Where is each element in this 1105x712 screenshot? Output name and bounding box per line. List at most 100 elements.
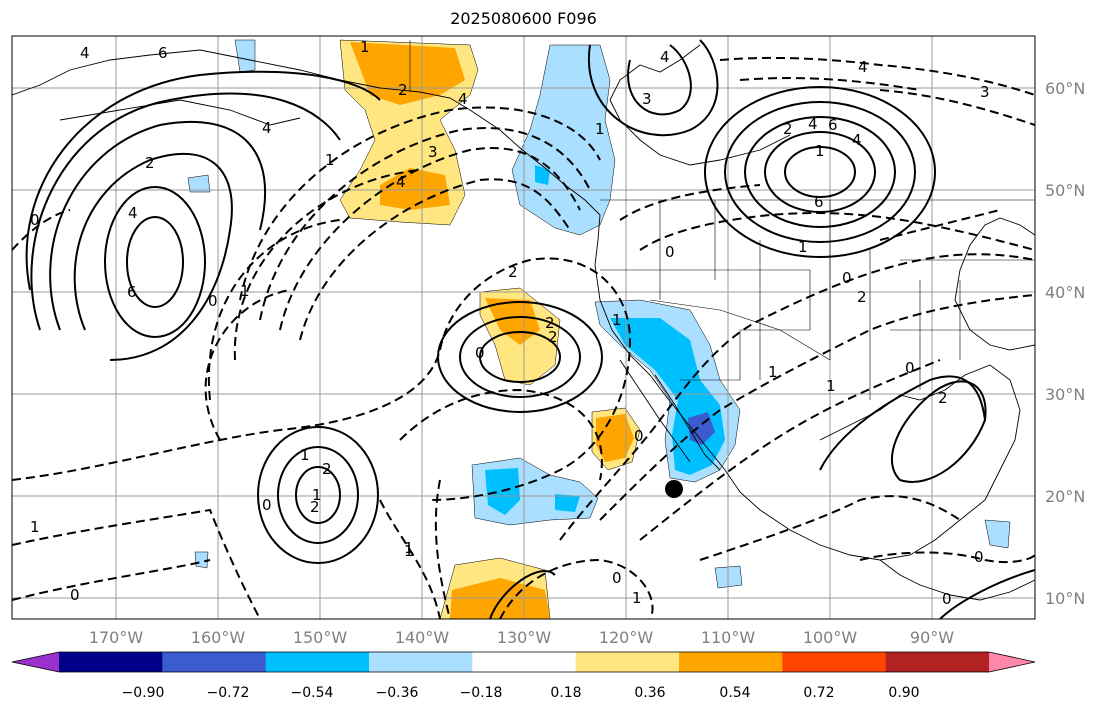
contour-label: 4 <box>80 44 90 62</box>
colorbar-tick-label: 0.54 <box>719 685 750 701</box>
contour-label: 2 <box>398 81 408 99</box>
colorbar-segment <box>679 652 783 672</box>
contour-label: 1 <box>595 120 605 138</box>
contour-label: 1 <box>30 518 40 536</box>
contour-label: 0 <box>30 211 40 229</box>
contour-label: 6 <box>158 44 168 62</box>
colorbar-segment <box>472 652 577 672</box>
lon-label: 120°W <box>599 628 654 647</box>
contour-label: 2 <box>322 460 332 478</box>
lon-label: 90°W <box>910 628 954 647</box>
colorbar-tick-labels: −0.90 −0.72 −0.54 −0.36 −0.18 0.18 0.36 … <box>122 685 920 701</box>
solid-contours <box>25 39 1035 619</box>
contour-label: 4 <box>458 90 468 108</box>
colorbar-segment <box>782 652 887 672</box>
lat-label: 40°N <box>1045 283 1085 302</box>
contour-label: 2 <box>508 263 518 281</box>
contour-label: 1 <box>360 38 370 56</box>
contour-label: 6 <box>828 116 838 134</box>
lon-label: 150°W <box>293 628 348 647</box>
contour-label: 2 <box>145 154 155 172</box>
positive-anomaly-gulf-core-2 <box>380 168 450 210</box>
contour-label: 1 <box>768 363 778 381</box>
colorbar-segment <box>162 652 267 672</box>
lat-label: 10°N <box>1045 589 1085 608</box>
lon-label: 170°W <box>89 628 144 647</box>
point-marker <box>665 480 683 498</box>
lon-label: 160°W <box>191 628 246 647</box>
lon-label: 110°W <box>701 628 756 647</box>
contour-labels: 4 6 4 1 2 4 0 6 0 1 1 4 3 4 2 1 3 4 1 6 … <box>30 38 990 608</box>
contour-label: 0 <box>475 344 485 362</box>
contour-label: 4 <box>262 119 272 137</box>
colorbar-segment <box>369 652 473 672</box>
lat-label: 30°N <box>1045 385 1085 404</box>
colorbar-tick-label: 0.18 <box>550 685 581 701</box>
lat-label: 60°N <box>1045 79 1085 98</box>
borders <box>409 40 1035 400</box>
contour-label: 1 <box>325 151 335 169</box>
contour-label: 6 <box>127 283 137 301</box>
lon-label: 100°W <box>803 628 858 647</box>
contour-label: 1 <box>240 282 250 300</box>
contour-label: 4 <box>128 204 138 222</box>
colorbar-segment <box>885 652 990 672</box>
negative-anomaly-small-4 <box>984 519 1011 549</box>
contour-label: 2 <box>783 120 793 138</box>
contour-label: 1 <box>404 539 414 557</box>
colorbar-tick-label: −0.90 <box>122 685 165 701</box>
map-title: 2025080600 F096 <box>450 9 597 28</box>
colorbar-tick-label: −0.18 <box>460 685 503 701</box>
contour-label: 2 <box>938 389 948 407</box>
colorbar-tick-label: 0.36 <box>634 685 665 701</box>
negative-anomaly-small-2 <box>187 174 211 193</box>
colorbar-segment <box>265 652 370 672</box>
positive-anomaly-gulf-core-1 <box>350 42 465 105</box>
contour-label: 3 <box>428 143 438 161</box>
negative-anomaly-subtropical-core-2 <box>555 494 580 512</box>
contour-label: 3 <box>642 90 652 108</box>
contour-label: 0 <box>70 586 80 604</box>
colorbar-segment <box>575 652 680 672</box>
colorbar-tick-label: −0.36 <box>376 685 419 701</box>
contour-label: 0 <box>262 496 272 514</box>
contour-label: 1 <box>815 142 825 160</box>
contour-label: 2 <box>548 328 558 346</box>
contour-label: 2 <box>310 498 320 516</box>
contour-label: 0 <box>665 243 675 261</box>
contour-label: 1 <box>826 377 836 395</box>
contour-label: 0 <box>905 359 915 377</box>
colorbar-segment <box>59 652 163 672</box>
lon-label: 130°W <box>497 628 552 647</box>
contour-label: 0 <box>842 269 852 287</box>
contour-label: 2 <box>857 288 867 306</box>
contour-label: 2 <box>545 314 555 332</box>
contour-label: 3 <box>980 83 990 101</box>
latitude-labels: 60°N 50°N 40°N 30°N 20°N 10°N <box>1045 79 1085 608</box>
shaded-anomaly-fields <box>187 39 1011 619</box>
lon-label: 140°W <box>395 628 450 647</box>
contour-label: 1 <box>404 542 414 560</box>
colorbar-extend-max <box>989 652 1035 672</box>
contour-label: 6 <box>814 193 824 211</box>
colorbar <box>11 651 1036 673</box>
contour-label: 0 <box>634 427 644 445</box>
negative-anomaly-bc-core <box>535 165 550 185</box>
contour-label: 4 <box>858 58 868 76</box>
lat-label: 20°N <box>1045 487 1085 506</box>
contour-label: 4 <box>660 48 670 66</box>
contour-label: 4 <box>852 131 862 149</box>
contour-label: 0 <box>974 548 984 566</box>
colorbar-tick-label: −0.72 <box>207 685 250 701</box>
contour-label: 4 <box>396 173 406 191</box>
contour-label: 1 <box>632 589 642 607</box>
negative-anomaly-small-5 <box>194 551 209 569</box>
lat-label: 50°N <box>1045 181 1085 200</box>
map-frame <box>11 35 1036 620</box>
contour-label: 1 <box>312 486 322 504</box>
contour-label: 4 <box>808 115 818 133</box>
contour-label: 0 <box>208 292 218 310</box>
colorbar-tick-label: 0.90 <box>888 685 919 701</box>
contour-label: 1 <box>300 446 310 464</box>
